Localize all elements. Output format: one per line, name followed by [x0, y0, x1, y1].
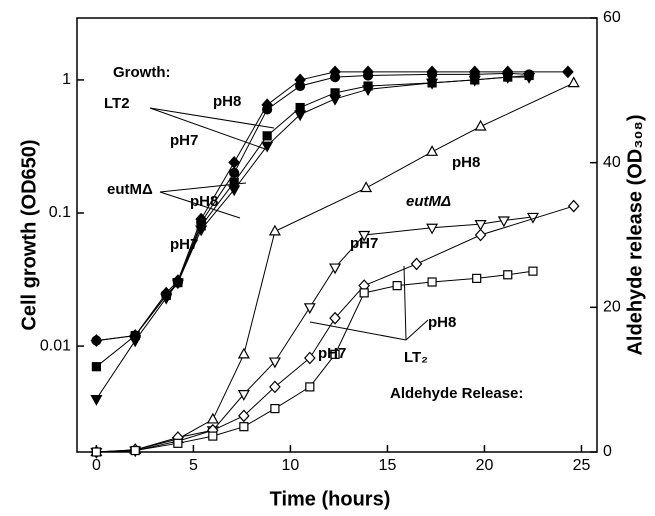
marker: [426, 69, 438, 80]
marker: [474, 220, 487, 231]
marker: [171, 278, 184, 290]
series-line: [96, 216, 534, 453]
plot-frame: [76, 17, 598, 453]
annotation: pH8: [213, 93, 241, 110]
marker: [329, 72, 341, 83]
annotation: LT₂: [404, 349, 428, 366]
marker: [268, 357, 281, 369]
marker: [206, 412, 219, 424]
annotation: pH7: [170, 132, 198, 149]
marker: [362, 70, 374, 81]
marker: [261, 141, 274, 153]
marker: [362, 85, 375, 97]
marker: [91, 362, 102, 372]
x-tick-label: 10: [282, 457, 300, 474]
marker: [330, 349, 340, 359]
marker: [239, 422, 249, 432]
marker: [523, 73, 536, 84]
marker: [474, 119, 487, 131]
x-tick-label: 25: [573, 457, 591, 474]
marker: [238, 409, 250, 423]
marker: [295, 102, 305, 113]
series-line: [96, 205, 574, 453]
marker: [208, 431, 218, 441]
marker: [91, 335, 102, 346]
marker: [195, 225, 208, 237]
marker: [567, 76, 580, 88]
x-tick-label: 5: [189, 457, 198, 474]
y2-tick-label: 0: [603, 443, 612, 460]
marker: [173, 438, 183, 448]
y2-axis-label: Aldehyde release (OD₃₀₈): [624, 114, 646, 355]
series-line: [95, 76, 530, 400]
marker: [269, 380, 281, 394]
annotation: pH7: [350, 235, 378, 252]
marker: [358, 230, 371, 242]
marker: [426, 78, 439, 90]
annotation: Growth:: [113, 64, 171, 81]
marker: [262, 104, 273, 115]
marker: [262, 131, 272, 141]
y-tick-label: 1: [62, 71, 71, 88]
annotation: Aldehyde Release:: [390, 385, 523, 402]
marker: [270, 404, 280, 414]
y2-tick-label: 40: [603, 154, 621, 171]
marker: [567, 199, 580, 213]
y2-tick-label: 20: [603, 299, 621, 316]
x-tick-label: 0: [92, 457, 101, 474]
marker: [295, 80, 306, 92]
y-tick-label: 0.01: [40, 337, 71, 354]
annotation: pH8: [452, 154, 480, 171]
marker: [229, 167, 240, 179]
marker: [474, 228, 487, 242]
y-axis-label: Cell growth (OD650): [18, 139, 40, 330]
marker: [303, 303, 316, 315]
marker: [392, 281, 402, 291]
marker: [497, 216, 510, 228]
marker: [91, 447, 102, 457]
marker: [359, 288, 369, 298]
marker: [268, 224, 281, 236]
marker: [426, 223, 439, 235]
marker: [410, 257, 423, 271]
marker: [360, 181, 373, 193]
marker: [228, 185, 241, 197]
x-tick-label: 15: [379, 457, 397, 474]
marker: [304, 351, 316, 365]
annotation: pH7: [170, 236, 198, 253]
annotation: eutMΔ: [107, 181, 153, 198]
marker: [468, 75, 481, 87]
marker: [90, 394, 103, 406]
marker: [426, 145, 439, 156]
marker: [160, 293, 173, 305]
marker: [562, 65, 574, 79]
marker: [329, 311, 341, 325]
marker: [528, 266, 538, 276]
marker: [237, 390, 250, 401]
marker: [130, 445, 140, 456]
marker: [129, 336, 142, 348]
annotation: pH7: [318, 345, 346, 362]
marker: [501, 73, 514, 84]
marker: [329, 263, 342, 275]
y2-tick-label: 60: [603, 9, 621, 26]
y-tick-label: 0.1: [49, 204, 71, 221]
marker: [503, 270, 513, 280]
annotation: LT2: [104, 95, 130, 112]
annotation: pH8: [428, 314, 456, 331]
marker: [294, 110, 307, 122]
x-axis-label: Time (hours): [270, 488, 391, 510]
marker: [305, 382, 315, 392]
marker: [427, 277, 437, 287]
marker: [472, 273, 482, 283]
series-line: [96, 82, 574, 453]
annotation: eutMΔ: [406, 193, 451, 210]
series-line: [96, 270, 534, 453]
x-tick-label: 20: [476, 457, 494, 474]
annotation: pH8: [190, 193, 218, 210]
marker: [329, 94, 342, 106]
marker: [237, 347, 250, 359]
